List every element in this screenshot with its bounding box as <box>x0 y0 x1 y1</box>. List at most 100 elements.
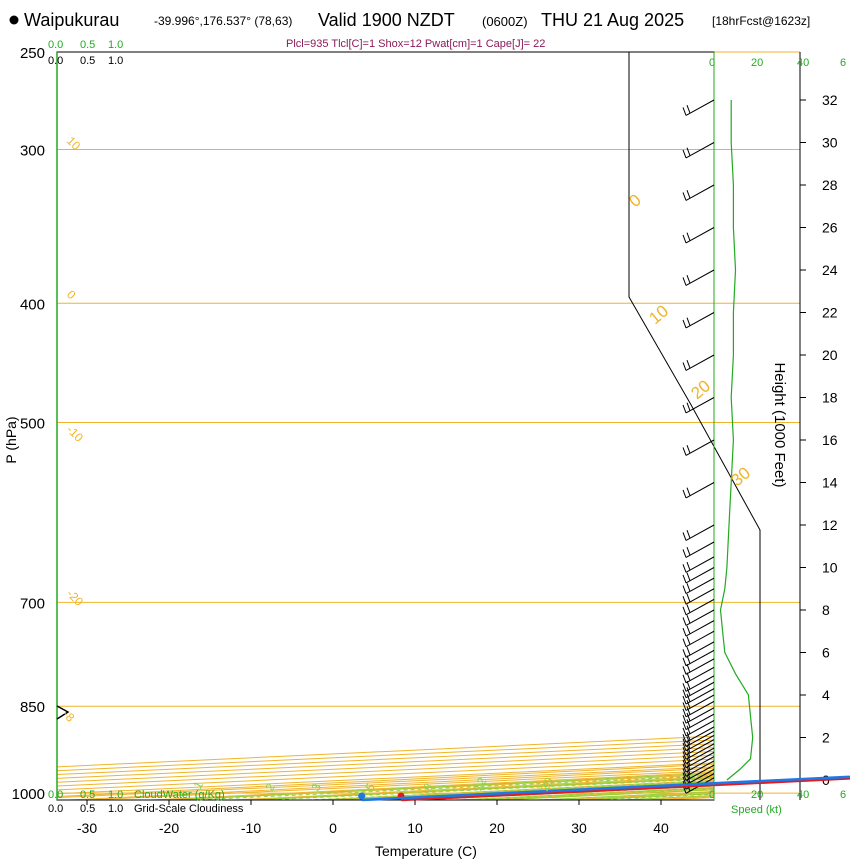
height-profile-line <box>628 52 761 800</box>
height-tick-label: 4 <box>822 687 830 703</box>
isotherm-50 <box>743 52 850 800</box>
x-tick-label: 40 <box>653 820 669 836</box>
wind-barb <box>682 598 715 616</box>
isotherm--40 <box>57 766 714 799</box>
wind-barb-staff <box>685 681 715 699</box>
height-tick-label: 18 <box>822 390 838 406</box>
isotherm--110 <box>57 739 714 772</box>
pressure-label: 500 <box>20 416 45 433</box>
wind-barb <box>682 269 715 286</box>
mixing-ratio-label: 12 <box>470 775 489 794</box>
isotherm--100 <box>57 743 714 776</box>
wind-barb <box>682 730 715 747</box>
wind-barb-staff <box>685 730 715 747</box>
isotherm--60 <box>57 758 714 791</box>
wind-barb-staff <box>685 688 715 705</box>
wind-barb-flag <box>682 404 687 414</box>
isobar-lines <box>57 51 800 794</box>
wind-barb-staff <box>685 734 715 752</box>
wind-barb-flag <box>682 702 687 711</box>
wind-barb-flag <box>682 564 687 573</box>
cloudwater-label: CloudWater (g/Kg) <box>134 789 225 801</box>
station-coords: -39.996°,176.537° (78,63) <box>154 14 292 28</box>
wind-barb <box>682 397 715 414</box>
isotherm--50 <box>57 762 714 795</box>
wind-barb-flag <box>682 362 687 371</box>
wind-barb-flag <box>682 606 687 615</box>
wind-barb <box>682 482 715 499</box>
speed-top-tick-0: 0 <box>709 57 715 69</box>
cw-top-tick-0: 0.0 <box>48 39 63 51</box>
cw-top-tick-1: 0.5 <box>80 39 95 51</box>
moist-adiabat <box>455 787 714 800</box>
pressure-label: 850 <box>20 699 45 716</box>
wind-barb-staff <box>685 630 715 648</box>
wind-barb-staff <box>685 524 715 541</box>
x-tick-label: 30 <box>571 820 587 836</box>
wind-barb-flag <box>682 683 687 692</box>
wind-barb-flag <box>682 734 687 743</box>
wind-barb-flag <box>686 736 691 745</box>
wind-barb <box>682 658 715 675</box>
wind-barb-staff <box>685 269 715 286</box>
wind-barb-flag <box>682 689 687 698</box>
wind-barb-flag <box>686 712 691 722</box>
cl-bottom-tick-1: 0.5 <box>80 803 95 815</box>
wind-barb-staff <box>685 439 715 456</box>
wind-barb-flag <box>686 719 691 728</box>
wind-barb <box>682 700 715 718</box>
speed-top-tick-1: 20 <box>751 57 763 69</box>
wind-barb-staff <box>685 751 715 769</box>
height-tick-label: 12 <box>822 517 838 533</box>
wind-barb-staff <box>685 739 715 756</box>
x-tick-label: 0 <box>329 820 337 836</box>
cl-bottom-tick-0: 0.0 <box>48 803 63 815</box>
x-tick-label: -30 <box>77 820 97 836</box>
dry-adiabat <box>315 779 714 800</box>
plot-frame <box>56 51 715 801</box>
wind-barb-staff <box>685 707 715 724</box>
wind-barb-flag <box>686 147 691 156</box>
isotherm--20 <box>168 773 714 800</box>
x-tick-label: 10 <box>407 820 423 836</box>
valid-utc: (0600Z) <box>482 14 528 29</box>
wind-barb-staff <box>685 556 715 573</box>
x-axis-title: Temperature (C) <box>375 843 477 859</box>
cl-bottom-tick-2: 1.0 <box>108 803 123 815</box>
station-bullet-icon <box>9 15 19 25</box>
y-axis-title: P (hPa) <box>3 416 19 463</box>
wind-barb-flag <box>682 742 687 751</box>
wind-barb-flag <box>682 755 687 764</box>
isotherm-lines <box>57 52 850 800</box>
wind-barb-staff <box>685 620 715 637</box>
wind-barb-flag <box>682 714 687 724</box>
wind-barb <box>682 142 715 159</box>
wind-barb-flag <box>686 487 691 496</box>
wind-barb-staff <box>685 713 715 730</box>
wind-barb <box>682 641 715 658</box>
speed-bottom-tick-1: 20 <box>751 789 763 801</box>
dry-adiabat-lines <box>57 763 714 800</box>
wind-barb <box>682 666 715 684</box>
cw-top-tick-2: 1.0 <box>108 39 123 51</box>
wind-barb-flag <box>682 319 687 329</box>
moist-adiabat <box>537 791 714 800</box>
wind-barb-flag <box>682 666 687 675</box>
forecast-info: [18hrFcst@1623z] <box>712 14 810 28</box>
dry-adiabat <box>233 775 714 800</box>
isotherm-label: 10 <box>645 301 672 328</box>
wind-barb-staff <box>685 567 715 584</box>
wind-barb-flag <box>686 731 691 741</box>
wind-barb-flag <box>686 725 691 734</box>
wind-barb-staff <box>685 649 715 667</box>
wind-barb-staff <box>685 354 715 371</box>
wind-barb <box>682 694 715 711</box>
wind-barb <box>682 577 715 594</box>
wind-barb-flag <box>682 759 687 768</box>
wind-barb-flag <box>686 275 691 284</box>
height-tick-label: 8 <box>822 602 830 618</box>
wind-barb <box>682 609 715 626</box>
wind-barb-flag <box>686 636 691 645</box>
